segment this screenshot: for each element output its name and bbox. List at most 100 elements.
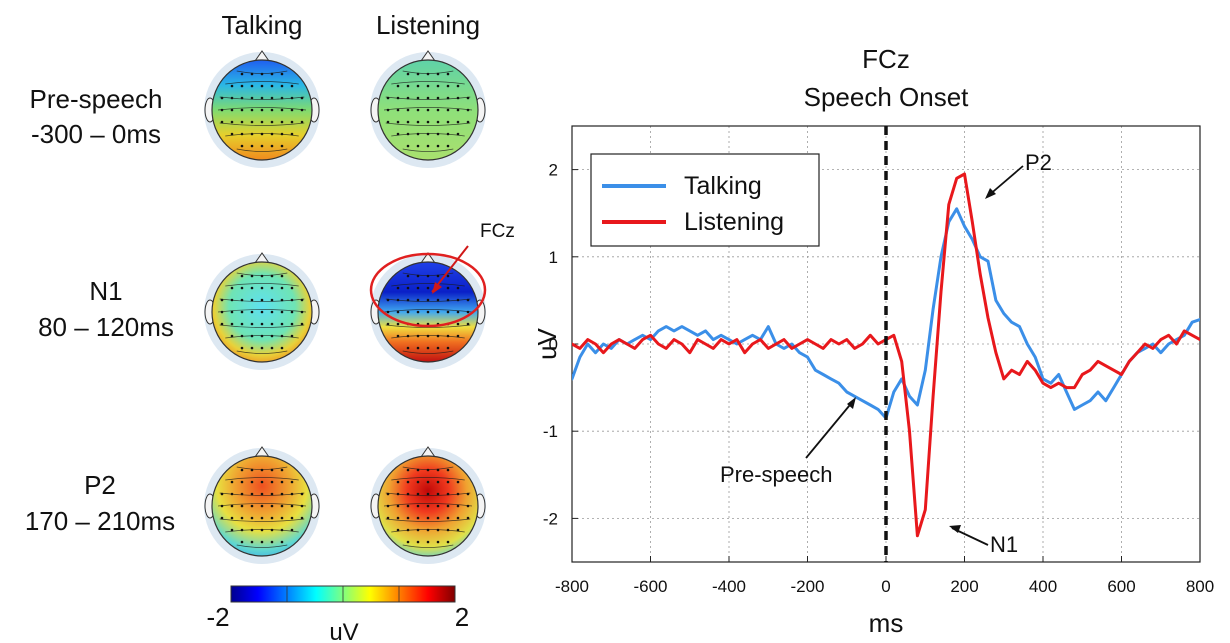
electrode-dot bbox=[416, 528, 420, 532]
electrode-dot bbox=[416, 72, 420, 76]
electrode-dot bbox=[426, 516, 430, 520]
electrode-dot bbox=[240, 468, 244, 472]
electrode-dot bbox=[456, 120, 460, 124]
x-tick-label: 400 bbox=[1029, 577, 1057, 596]
electrode-dot bbox=[280, 334, 284, 338]
electrode-dot bbox=[416, 120, 420, 124]
x-tick-label: -600 bbox=[633, 577, 667, 596]
electrode-dot bbox=[250, 468, 254, 472]
electrode-dot bbox=[446, 286, 450, 290]
electrode-dot bbox=[230, 516, 234, 520]
annotation-p2-arrow bbox=[987, 165, 1024, 197]
electrode-dot bbox=[456, 132, 460, 136]
electrode-dot bbox=[230, 108, 234, 112]
electrode-dot bbox=[416, 108, 420, 112]
contour-line bbox=[385, 492, 471, 496]
contour-line bbox=[219, 298, 305, 302]
electrode-dot bbox=[436, 310, 440, 314]
electrode-dot bbox=[466, 96, 470, 100]
electrode-dot bbox=[456, 334, 460, 338]
electrode-dot bbox=[260, 528, 264, 532]
electrode-dot bbox=[456, 480, 460, 484]
electrode-dot bbox=[250, 298, 254, 302]
x-tick-label: 0 bbox=[881, 577, 890, 596]
electrode-dot bbox=[466, 298, 470, 302]
electrode-dot bbox=[230, 120, 234, 124]
electrode-dot bbox=[260, 72, 264, 76]
row-label-pre-speech: Pre-speech bbox=[30, 84, 163, 114]
electrode-dot bbox=[230, 132, 234, 136]
electrode-dot bbox=[386, 298, 390, 302]
electrode-dot bbox=[300, 504, 304, 508]
legend-label-talking: Talking bbox=[684, 172, 762, 200]
electrode-dot bbox=[240, 274, 244, 278]
electrode-dot bbox=[406, 492, 410, 496]
electrode-dot bbox=[240, 516, 244, 520]
electrode-dot bbox=[456, 286, 460, 290]
electrode-dot bbox=[416, 132, 420, 136]
column-header-listening: Listening bbox=[376, 10, 480, 40]
electrode-dot bbox=[466, 310, 470, 314]
x-tick-label: -800 bbox=[555, 577, 589, 596]
electrode-dot bbox=[250, 540, 254, 544]
electrode-dot bbox=[220, 504, 224, 508]
x-tick-label: -200 bbox=[790, 577, 824, 596]
fcz-region-ellipse bbox=[369, 252, 487, 328]
electrode-dot bbox=[456, 516, 460, 520]
electrode-dot bbox=[250, 108, 254, 112]
electrode-dot bbox=[456, 310, 460, 314]
colorbar-min-label: -2 bbox=[206, 602, 229, 632]
electrode-dot bbox=[406, 286, 410, 290]
electrode-dot bbox=[250, 346, 254, 350]
electrode-dot bbox=[406, 132, 410, 136]
electrode-dot bbox=[280, 108, 284, 112]
electrode-dot bbox=[426, 310, 430, 314]
electrode-dot bbox=[406, 72, 410, 76]
electrode-dot bbox=[446, 96, 450, 100]
electrode-dot bbox=[260, 480, 264, 484]
electrode-dot bbox=[240, 84, 244, 88]
electrode-dot bbox=[426, 84, 430, 88]
electrode-dot bbox=[270, 120, 274, 124]
electrode-dot bbox=[406, 298, 410, 302]
electrode-dot bbox=[436, 468, 440, 472]
electrode-dot bbox=[230, 334, 234, 338]
electrode-dot bbox=[416, 84, 420, 88]
contour-line bbox=[383, 503, 473, 507]
contour-line bbox=[236, 148, 288, 152]
contour-line bbox=[236, 350, 288, 354]
electrode-dot bbox=[250, 334, 254, 338]
electrode-dot bbox=[436, 274, 440, 278]
head-nose bbox=[254, 252, 270, 264]
electrode-dot bbox=[436, 96, 440, 100]
y-tick-label: -2 bbox=[543, 509, 558, 528]
electrode-dot bbox=[280, 96, 284, 100]
electrode-dot bbox=[260, 144, 264, 148]
electrode-dot bbox=[406, 504, 410, 508]
electrode-dot bbox=[396, 310, 400, 314]
electrode-dot bbox=[386, 516, 390, 520]
contour-line bbox=[391, 477, 465, 481]
electrode-dot bbox=[426, 96, 430, 100]
electrode-dot bbox=[466, 492, 470, 496]
electrode-dot bbox=[416, 96, 420, 100]
electrode-dot bbox=[290, 96, 294, 100]
electrode-dot bbox=[300, 516, 304, 520]
electrode-dot bbox=[416, 516, 420, 520]
electrode-dot bbox=[436, 132, 440, 136]
electrode-dot bbox=[436, 120, 440, 124]
contour-line bbox=[217, 309, 307, 313]
electrode-dot bbox=[436, 108, 440, 112]
electrode-dot bbox=[280, 120, 284, 124]
electrode-dot bbox=[300, 96, 304, 100]
y-tick-label: 2 bbox=[549, 161, 558, 180]
electrode-dot bbox=[240, 72, 244, 76]
electrode-dot bbox=[386, 504, 390, 508]
electrode-dot bbox=[270, 96, 274, 100]
electrode-dot bbox=[280, 144, 284, 148]
head-nose bbox=[420, 446, 436, 458]
electrode-dot bbox=[220, 298, 224, 302]
electrode-dot bbox=[396, 322, 400, 326]
electrode-dot bbox=[270, 504, 274, 508]
contour-line bbox=[383, 107, 473, 111]
